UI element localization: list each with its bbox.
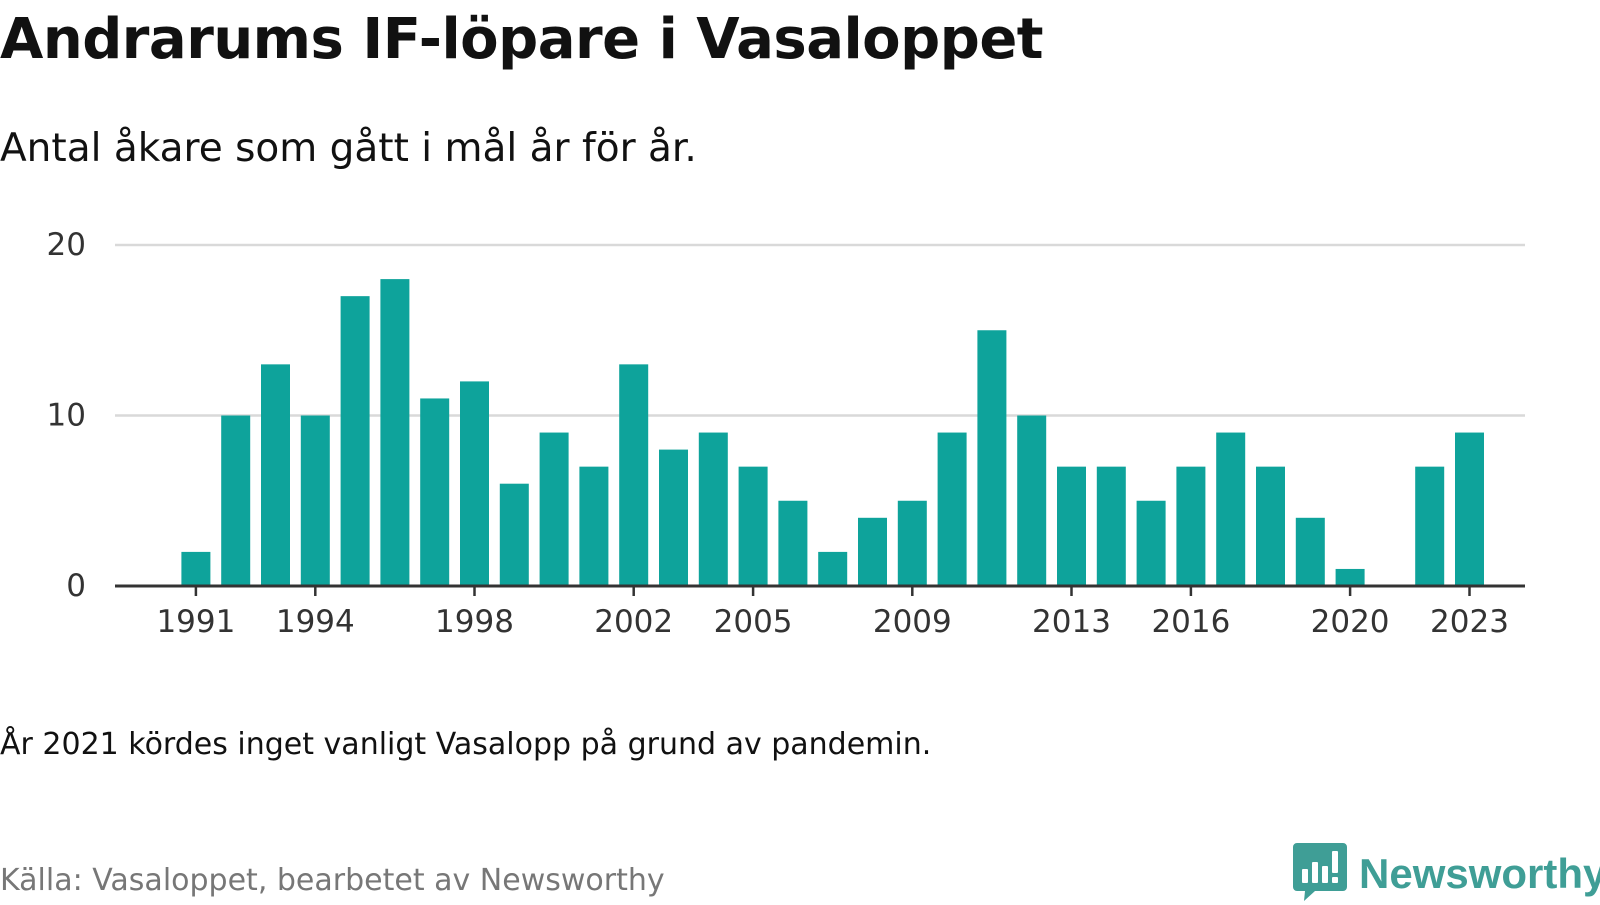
bar-2000 xyxy=(539,432,569,586)
newsworthy-logo-icon xyxy=(1293,843,1347,905)
y-axis-ticks: 0 10 20 xyxy=(47,227,86,604)
bar-2002 xyxy=(619,364,649,586)
chart-footnote: År 2021 kördes inget vanligt Vasalopp på… xyxy=(0,727,932,762)
brand-name: Newsworthy xyxy=(1359,850,1600,897)
bar-2016 xyxy=(1176,466,1206,586)
bar-2012 xyxy=(1017,415,1047,586)
bar-2020 xyxy=(1335,568,1365,586)
bar-1994 xyxy=(300,415,330,586)
x-tick-label: 2005 xyxy=(714,604,793,640)
bar-2015 xyxy=(1136,500,1166,586)
newsworthy-brand[interactable]: Newsworthy xyxy=(1293,843,1600,905)
x-tick-label: 2016 xyxy=(1151,604,1230,640)
y-tick-label: 0 xyxy=(66,568,86,604)
bar-2010 xyxy=(937,432,967,586)
bar-1999 xyxy=(499,483,529,586)
bar-2007 xyxy=(818,551,848,586)
bar-chart: 0 10 20 1991 1994 1998 2002 2005 2009 2013 2016 20… xyxy=(47,227,1525,640)
x-tick-label: 2009 xyxy=(873,604,952,640)
bar-2005 xyxy=(738,466,768,586)
bar-2008 xyxy=(858,517,887,586)
gridlines xyxy=(115,243,1525,417)
x-tick-label: 1991 xyxy=(156,604,235,640)
bar-1997 xyxy=(420,398,450,586)
bar-2023 xyxy=(1455,432,1484,586)
x-tick-label: 2020 xyxy=(1311,604,1390,640)
bar-1993 xyxy=(261,364,290,586)
source-credit: Källa: Vasaloppet, bearbetet av Newswort… xyxy=(0,863,665,898)
bar-2018 xyxy=(1256,466,1285,586)
bar-1992 xyxy=(221,415,251,586)
bar-1998 xyxy=(460,381,489,586)
x-tick-label: 1994 xyxy=(276,604,355,640)
bar-2014 xyxy=(1096,466,1126,586)
bar-2004 xyxy=(698,432,728,586)
y-tick-label: 20 xyxy=(47,227,86,263)
bar-1995 xyxy=(340,296,370,586)
bar-1991 xyxy=(181,551,211,586)
bar-2006 xyxy=(778,500,808,586)
bar-2019 xyxy=(1295,517,1325,586)
bar-2022 xyxy=(1415,466,1445,586)
bars xyxy=(181,279,1484,586)
x-axis-ticks: 1991 1994 1998 2002 2005 2009 2013 2016 2020 2023 xyxy=(156,586,1509,640)
bar-2003 xyxy=(659,449,688,586)
bar-1996 xyxy=(380,279,410,586)
bar-2013 xyxy=(1057,466,1086,586)
bar-2017 xyxy=(1216,432,1246,586)
x-tick-label: 2002 xyxy=(594,604,673,640)
bar-2011 xyxy=(977,330,1007,586)
chart-subtitle: Antal åkare som gått i mål år för år. xyxy=(0,126,697,171)
bar-2009 xyxy=(897,500,927,586)
x-tick-label: 2013 xyxy=(1032,604,1111,640)
bar-2001 xyxy=(579,466,609,586)
chart-title: Andrarums IF-löpare i Vasaloppet xyxy=(0,7,1044,72)
x-tick-label: 2023 xyxy=(1430,604,1509,640)
x-tick-label: 1998 xyxy=(435,604,514,640)
y-tick-label: 10 xyxy=(47,398,86,434)
